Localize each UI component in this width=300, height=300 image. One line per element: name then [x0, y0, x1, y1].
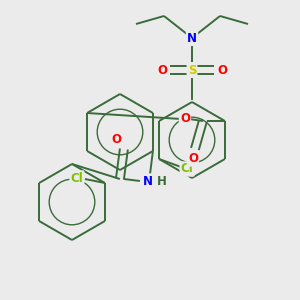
Text: O: O — [157, 64, 167, 76]
Text: H: H — [157, 175, 167, 188]
Text: O: O — [180, 112, 190, 125]
Text: N: N — [143, 175, 153, 188]
Text: Cl: Cl — [181, 163, 194, 176]
Text: O: O — [217, 64, 227, 76]
Text: O: O — [111, 133, 121, 146]
Text: N: N — [187, 32, 197, 44]
Text: S: S — [188, 64, 196, 76]
Text: Cl: Cl — [70, 172, 83, 184]
Text: O: O — [188, 152, 198, 166]
